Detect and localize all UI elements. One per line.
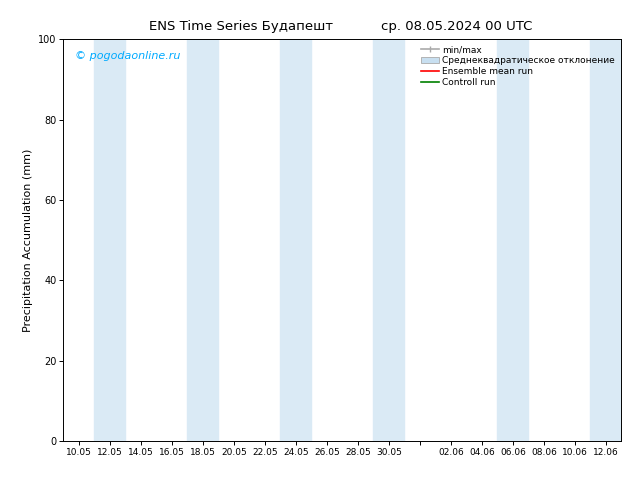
Text: © pogodaonline.ru: © pogodaonline.ru: [75, 51, 180, 61]
Legend: min/max, Среднеквадратическое отклонение, Ensemble mean run, Controll run: min/max, Среднеквадратическое отклонение…: [419, 44, 617, 89]
Bar: [188, 39, 218, 441]
Bar: [497, 39, 528, 441]
Bar: [590, 39, 621, 441]
Text: ENS Time Series Будапешт: ENS Time Series Будапешт: [149, 20, 333, 33]
Text: ср. 08.05.2024 00 UTC: ср. 08.05.2024 00 UTC: [381, 20, 532, 33]
Y-axis label: Precipitation Accumulation (mm): Precipitation Accumulation (mm): [23, 148, 32, 332]
Bar: [94, 39, 126, 441]
Bar: [373, 39, 404, 441]
Bar: [280, 39, 311, 441]
